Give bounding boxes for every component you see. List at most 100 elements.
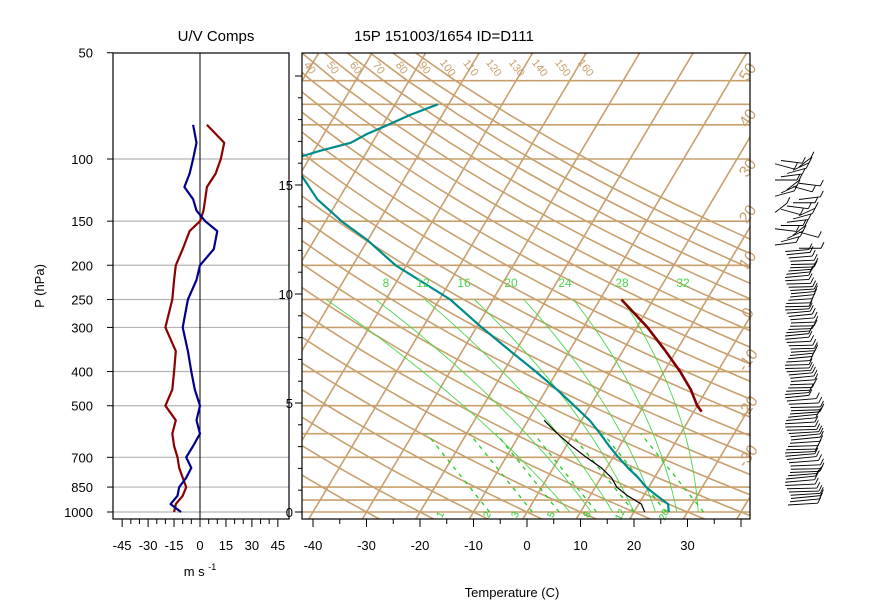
dry-adiabat-label: 40 — [301, 60, 318, 77]
wind-barb-shaft — [790, 409, 821, 412]
wind-barb-shaft — [786, 180, 800, 191]
wind-barb-shaft — [790, 352, 814, 356]
moist-adiabat-label: 8 — [383, 276, 390, 290]
wind-barb-flag — [802, 219, 807, 226]
wind-barb-shaft — [798, 196, 821, 200]
wind-barb-shaft — [785, 451, 815, 454]
height-label: 0 — [286, 505, 293, 520]
wind-barb-shaft — [774, 163, 795, 170]
temperature-label: -40 — [304, 538, 323, 553]
wind-barb-flag — [816, 481, 821, 489]
wind-barb-shaft — [787, 502, 818, 506]
wind-barb-flag — [820, 458, 824, 466]
wind-barb-flag — [814, 344, 819, 351]
wind-barb-shaft — [788, 460, 819, 464]
wind-barb-flag — [820, 403, 825, 410]
wind-barb-shaft — [774, 190, 795, 197]
wind-barb-flag — [812, 366, 816, 374]
dry-adiabat-line — [302, 216, 750, 456]
wind-barb-shaft — [790, 347, 815, 350]
uv-pressure-label: 150 — [71, 214, 93, 229]
dry-adiabat-line — [302, 474, 381, 519]
dry-adiabat-line — [346, 53, 750, 285]
wind-barb-shaft — [786, 310, 811, 314]
wind-barb-shaft — [790, 321, 815, 324]
wind-barb-flag — [808, 330, 813, 338]
skewt-panel: 40 50 60 70 80 90 100 110 120 130 140 150 160 5040302… — [279, 28, 762, 600]
mixing-ratio-label: 5 — [546, 510, 559, 520]
wind-barb-shaft — [780, 236, 801, 243]
wind-barb-shaft — [798, 207, 816, 217]
isotherm-edge-label: -10 — [735, 346, 762, 375]
wind-barb-shaft — [788, 402, 819, 405]
v-component-line — [169, 124, 219, 513]
wind-barb-shaft — [788, 473, 818, 477]
wind-barb-shaft — [788, 356, 812, 360]
wind-barb-shaft — [786, 417, 816, 421]
dry-adiabat-label: 100 — [437, 57, 458, 79]
uv-x-axis-exponent: -1 — [208, 562, 216, 572]
wind-barb-flag — [819, 435, 824, 442]
mixing-ratio-label: 1 — [435, 510, 448, 520]
wind-barb-flag — [810, 335, 815, 342]
wind-barb-shaft — [790, 375, 815, 379]
wind-barb-shaft — [786, 340, 811, 343]
isotherm-edge-label: -30 — [735, 442, 762, 471]
mixing-ratio-label: 12 — [613, 507, 628, 522]
skewt-profiles-layer — [302, 103, 703, 513]
dry-adiabat-label: 110 — [460, 58, 480, 79]
wind-barb-shaft — [790, 317, 815, 321]
wind-barb-flag — [814, 196, 819, 203]
wind-barb-shaft — [790, 294, 814, 298]
moist-adiabat-line — [523, 299, 656, 513]
wind-barb-flag — [808, 358, 813, 365]
uv-pressure-label: 700 — [71, 450, 93, 465]
dry-adiabat-line — [302, 173, 750, 418]
wind-barb-flag — [818, 425, 823, 432]
wind-barb-shaft — [774, 228, 797, 232]
moist-adiabat-line — [622, 299, 699, 513]
wind-barb-flag — [814, 473, 819, 480]
wind-barb-flag — [814, 202, 819, 209]
wind-barb-shaft — [790, 468, 821, 470]
dry-adiabat-line — [302, 362, 598, 519]
wind-barb-flag — [796, 173, 801, 181]
skewt-panel-title: 15P 151003/1654 ID=D111 — [354, 28, 534, 45]
moist-adiabat-label: 16 — [457, 276, 471, 290]
dry-adiabat-line — [302, 71, 750, 332]
wind-barb-flag — [808, 300, 813, 307]
uv-panel-title: U/V Comps — [178, 28, 255, 45]
isotherm-line — [302, 53, 534, 443]
wind-barb-shaft — [786, 398, 817, 402]
isotherm-line — [628, 315, 750, 519]
wind-barb-shaft — [790, 464, 821, 467]
skewt-background-lines — [302, 53, 750, 519]
uv-pressure-label: 500 — [71, 399, 93, 414]
wind-barb-flag — [814, 447, 819, 454]
wind-barb-flag — [793, 162, 798, 170]
dry-adiabat-label: 120 — [483, 57, 504, 79]
wind-barb-flag — [809, 246, 814, 253]
wind-barb-shaft — [798, 157, 812, 168]
wind-barb-flag — [818, 484, 823, 492]
wind-barb-shaft — [786, 360, 811, 363]
wind-barb-flag — [819, 487, 824, 494]
dry-adiabat-label: 130 — [506, 57, 527, 79]
wind-barb-flag — [817, 408, 821, 415]
wind-barb-shaft — [786, 429, 817, 431]
wind-barb-shaft — [790, 383, 815, 386]
wind-barb-flag — [808, 361, 813, 369]
wind-barb-shaft — [786, 487, 817, 490]
wind-barb-shaft — [786, 302, 811, 304]
wind-barb-flag — [801, 157, 806, 164]
dry-adiabat-line — [302, 416, 490, 519]
wind-barb-flag — [817, 231, 822, 238]
mixing-ratio-label: 3 — [510, 510, 523, 520]
uv-speed-ticks: -45 -30 -15 0 15 30 45 — [113, 519, 285, 553]
wind-barb-shaft — [790, 492, 821, 496]
dry-adiabat-label: 70 — [370, 60, 387, 77]
wind-barb-shaft — [785, 479, 815, 483]
dry-adiabat-label: 90 — [416, 60, 433, 77]
